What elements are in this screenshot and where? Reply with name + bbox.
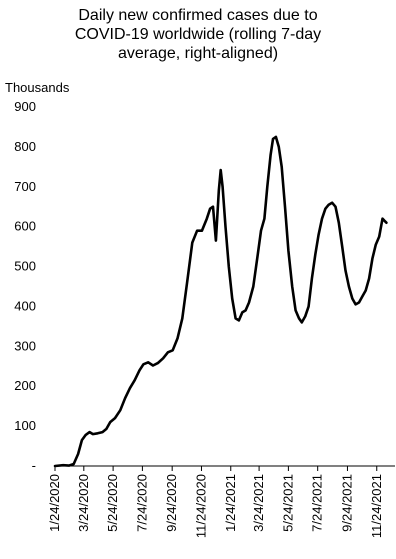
x-tick-label: 7/24/2020 bbox=[134, 474, 149, 532]
y-tick-label: 800 bbox=[14, 139, 36, 154]
x-tick-label: 3/24/2020 bbox=[76, 474, 91, 532]
x-tick-label: 9/24/2020 bbox=[164, 474, 179, 532]
x-tick-label: 3/24/2021 bbox=[251, 474, 266, 532]
y-tick-label: 100 bbox=[14, 418, 36, 433]
y-tick-label: 200 bbox=[14, 378, 36, 393]
y-axis-ticks: - 100 200 300 400 500 600 700 800 900 bbox=[14, 99, 36, 473]
chart-title-line-1: Daily new confirmed cases due to bbox=[78, 7, 318, 24]
y-tick-label: - bbox=[32, 458, 36, 473]
y-tick-label: 700 bbox=[14, 179, 36, 194]
chart-title-line-3: average, right-aligned) bbox=[117, 45, 279, 62]
x-tick-label: 11/24/2020 bbox=[193, 474, 208, 538]
y-tick-label: 900 bbox=[14, 99, 36, 114]
y-tick-label: 300 bbox=[14, 338, 36, 353]
x-tick-label: 1/24/2020 bbox=[47, 474, 62, 532]
chart-title-line-2: COVID-19 worldwide (rolling 7-day bbox=[74, 26, 322, 43]
y-tick-label: 600 bbox=[14, 219, 36, 234]
chart-title: Daily new confirmed cases due to COVID-1… bbox=[0, 6, 396, 63]
x-tick-label: 11/24/2021 bbox=[369, 474, 384, 538]
x-tick-label: 9/24/2021 bbox=[339, 474, 354, 532]
y-tick-label: 500 bbox=[14, 259, 36, 274]
y-tick-label: 400 bbox=[14, 298, 36, 313]
x-tick-label: 5/24/2020 bbox=[105, 474, 120, 532]
x-tick-label: 5/24/2021 bbox=[280, 474, 295, 532]
x-axis-ticks: 1/24/2020 3/24/2020 5/24/2020 7/24/2020 9/24… bbox=[47, 466, 384, 538]
x-tick-label: 7/24/2021 bbox=[310, 474, 325, 532]
y-axis-unit-label: Thousands bbox=[5, 80, 70, 95]
x-tick-label: 1/24/2021 bbox=[223, 474, 238, 532]
series-line bbox=[53, 135, 388, 468]
